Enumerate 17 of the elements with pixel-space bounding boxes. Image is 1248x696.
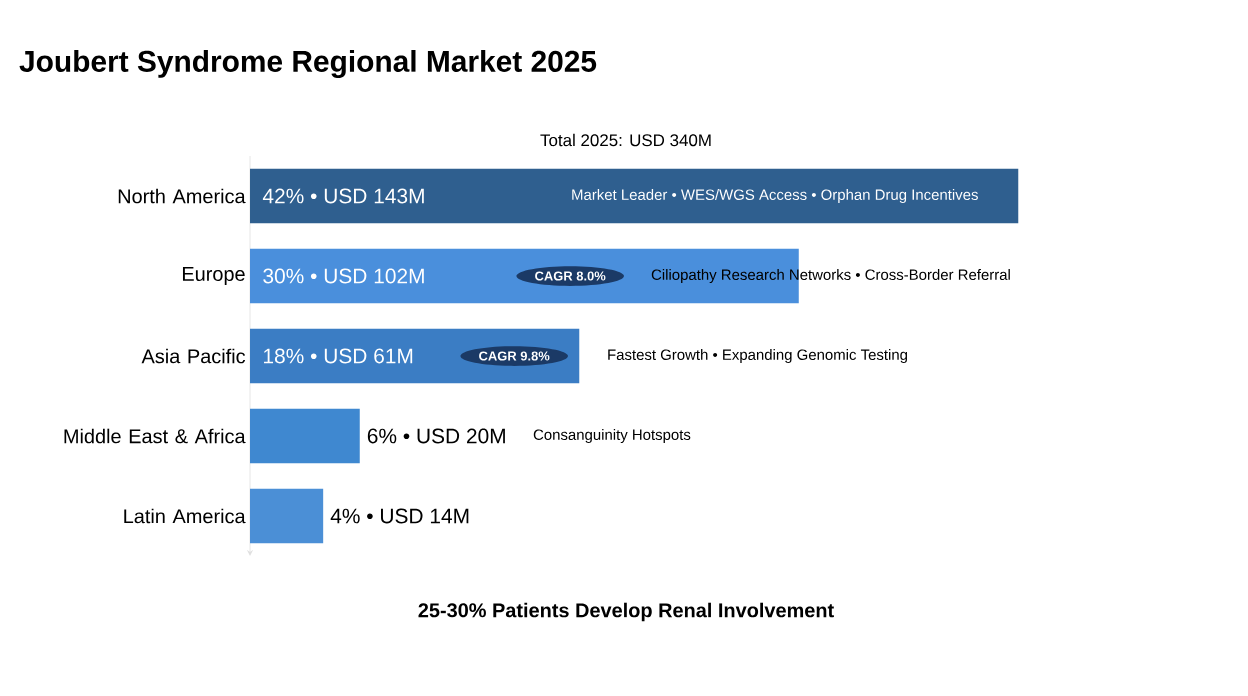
chart-title: Joubert Syndrome Regional Market 2025 xyxy=(19,50,597,78)
bar xyxy=(250,488,324,544)
bar xyxy=(250,408,360,464)
data-label: 6% • USD 20M xyxy=(367,428,505,444)
bar xyxy=(250,168,1019,224)
data-label: 30% • USD 102M xyxy=(263,268,424,284)
data-label: 4% • USD 14M xyxy=(330,508,469,524)
data-label: 18% • USD 61M xyxy=(264,348,413,364)
y-tick-label: Middle East & Africa xyxy=(64,428,246,444)
y-tick-label: North America xyxy=(118,188,246,204)
y-tick-label: Europe xyxy=(182,267,245,285)
text: 25-30% Patients Develop Renal Involvement xyxy=(418,602,834,622)
y-tick-label: Latin America xyxy=(124,508,246,524)
chart-subtitle: Total 2025: USD 340M xyxy=(540,133,711,147)
bar xyxy=(250,328,580,384)
y-tick-label: Asia Pacific xyxy=(141,348,246,364)
data-label: 42% • USD 143M xyxy=(262,188,424,204)
